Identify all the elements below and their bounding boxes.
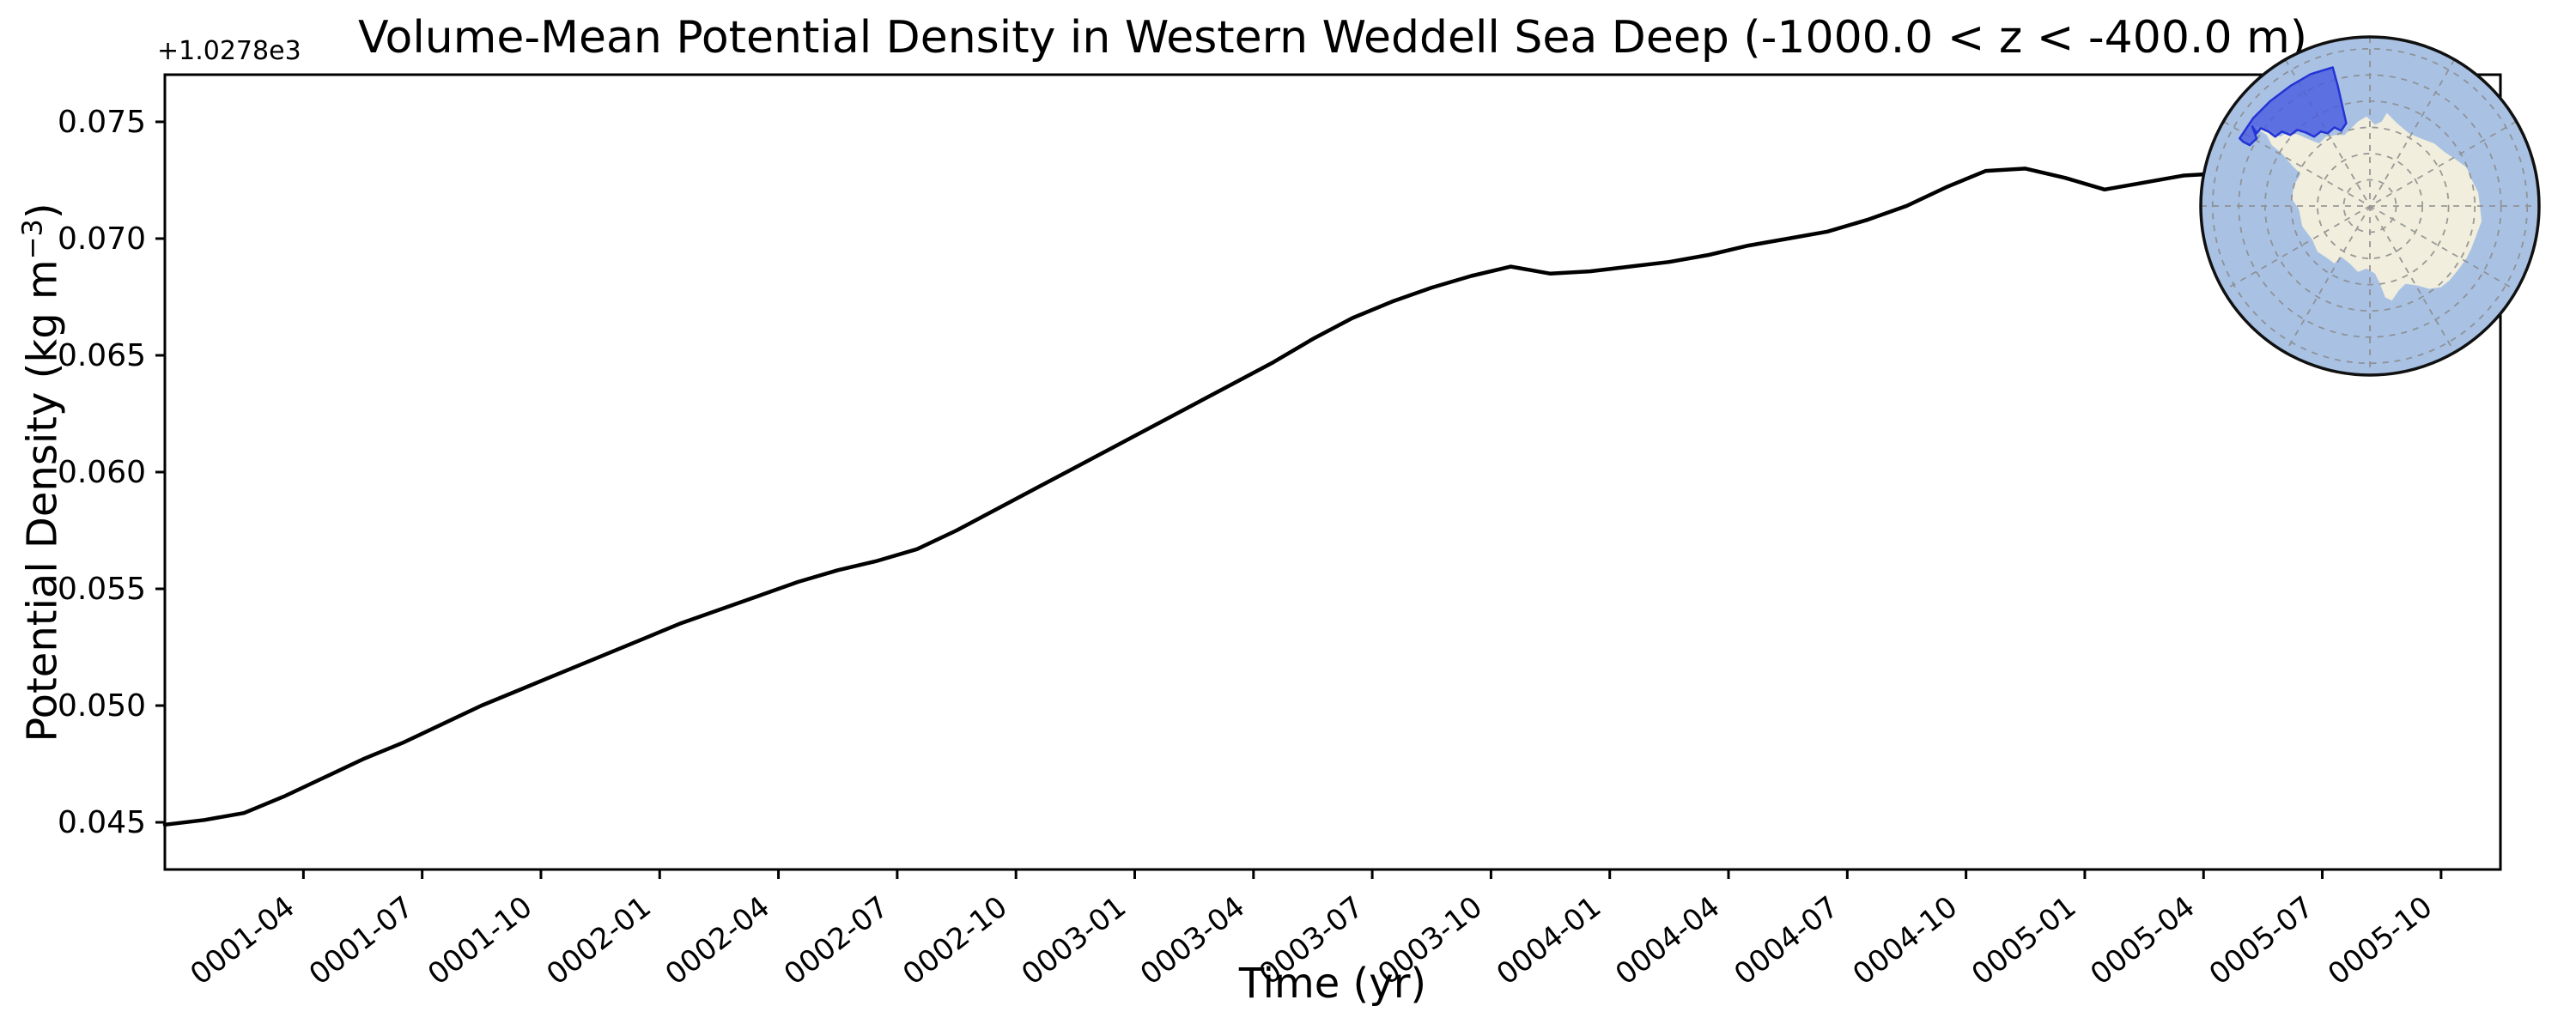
- chart-title: Volume-Mean Potential Density in Western…: [357, 12, 2308, 64]
- y-tick-label: 0.055: [58, 572, 146, 607]
- y-tick-label: 0.065: [58, 338, 146, 373]
- highlighted-region-western-weddell-sea: [2239, 66, 2348, 147]
- y-tick-label: 0.045: [58, 805, 146, 840]
- y-tick-label: 0.050: [58, 688, 146, 724]
- inset-map-group: [2199, 35, 2541, 377]
- x-axis-label: Time (yr): [1238, 960, 1427, 1008]
- map-rim: [2199, 35, 2541, 377]
- y-tick-label: 0.075: [58, 105, 146, 140]
- y-axis-offset-text: +1.0278e3: [157, 36, 301, 66]
- y-tick-label: 0.060: [58, 455, 146, 490]
- graticule: [2201, 37, 2539, 375]
- density-line: [162, 167, 2503, 827]
- y-axis-ticks: 0.045 0.050 0.055 0.060 0.065 0.070 0.075: [58, 105, 165, 840]
- y-tick-label: 0.070: [58, 221, 146, 257]
